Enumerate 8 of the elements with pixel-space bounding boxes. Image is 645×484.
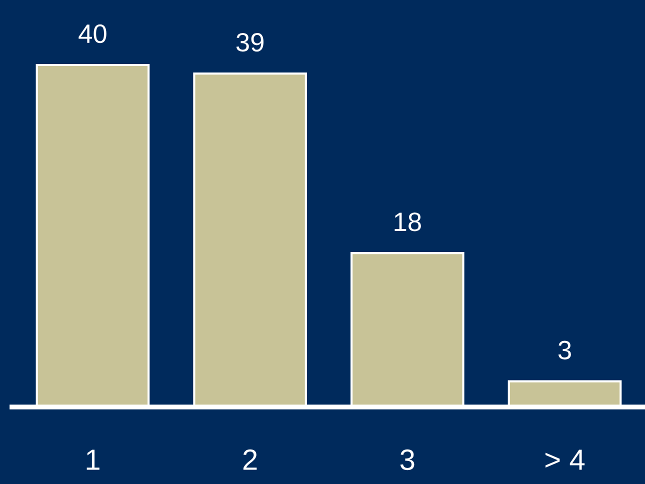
x-tick-label: 2 [243,449,257,470]
x-tick-label: > 4 [546,450,585,470]
data-label: 3 [558,340,571,360]
x-tick-label: 1 [86,450,100,470]
data-label: 18 [394,212,421,232]
x-tick-label: 3 [400,449,414,470]
data-label: 39 [236,32,264,52]
data-label: 40 [78,24,106,44]
